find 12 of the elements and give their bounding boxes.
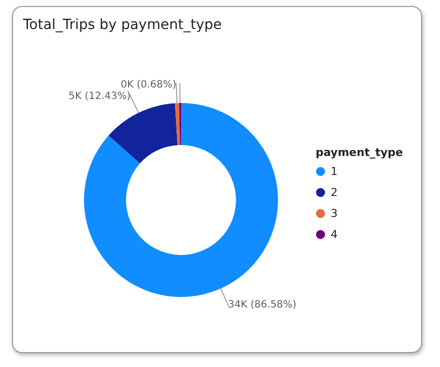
legend-label: 4 [330,228,338,240]
donut-slice [84,103,278,297]
data-label: 34K (86.58%) [228,299,297,310]
legend-title: payment_type [316,146,403,158]
legend-label: 3 [330,206,338,220]
legend-label: 1 [330,164,338,178]
data-label: 5K (12.43%) [68,91,131,102]
chart-title: Total_Trips by payment_type [23,17,222,33]
donut-slice [174,103,180,146]
donut-slice [108,103,178,164]
legend-label: 2 [330,186,338,198]
data-label: 0K (0.68%) [120,80,176,91]
